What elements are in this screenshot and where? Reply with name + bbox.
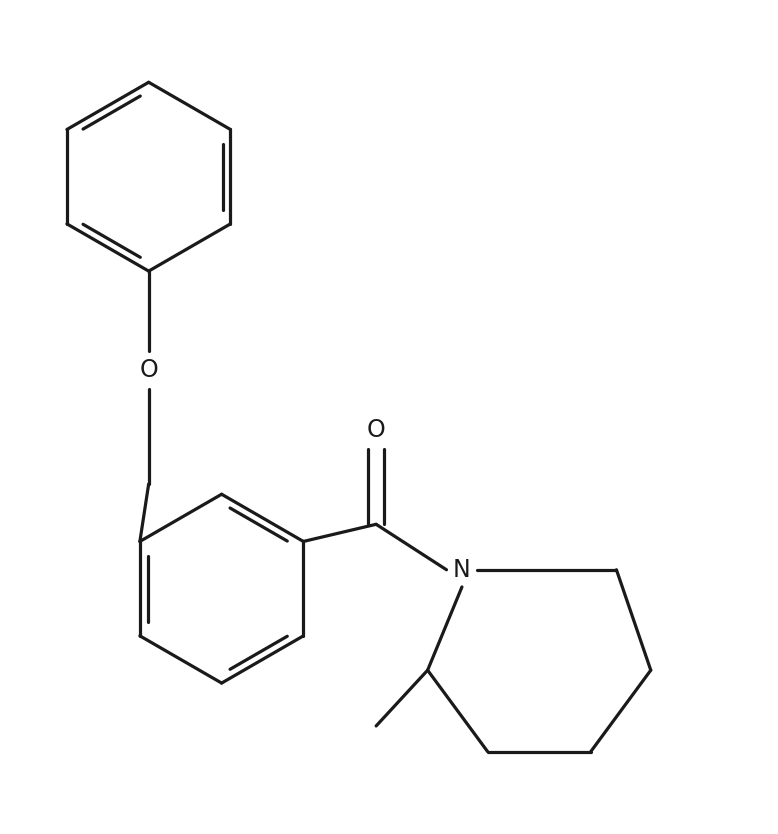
Text: N: N: [453, 558, 471, 582]
Text: O: O: [366, 418, 386, 442]
Text: O: O: [139, 358, 158, 382]
